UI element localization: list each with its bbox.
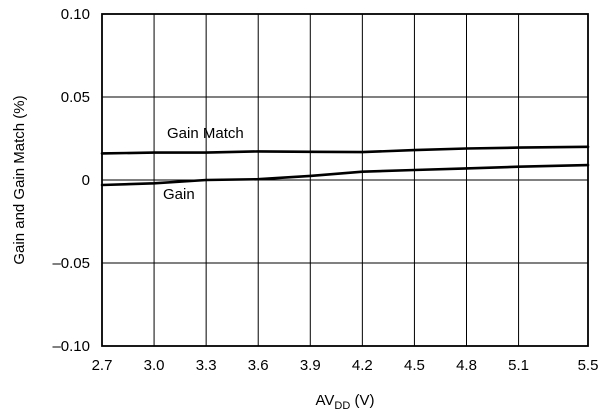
x-tick-label: 2.7 bbox=[92, 357, 113, 374]
grid bbox=[101, 13, 589, 347]
series-label-gain: Gain bbox=[163, 186, 195, 203]
x-tick-label: 3.6 bbox=[248, 357, 269, 374]
x-tick-label: 4.8 bbox=[456, 357, 477, 374]
y-tick-label: –0.05 bbox=[52, 255, 90, 272]
x-tick-label: 3.0 bbox=[144, 357, 165, 374]
y-tick-label: 0.10 bbox=[61, 6, 90, 23]
x-axis-title-unit: (V) bbox=[350, 392, 374, 409]
series-label-gain-match: Gain Match bbox=[167, 125, 244, 142]
x-tick-label: 5.5 bbox=[578, 357, 599, 374]
y-tick-label: –0.10 bbox=[52, 338, 90, 355]
x-axis-title: AVDD (V) bbox=[316, 392, 375, 412]
x-axis-title-subscript: DD bbox=[334, 400, 350, 412]
x-tick-label: 3.9 bbox=[300, 357, 321, 374]
y-tick-label: 0 bbox=[82, 172, 90, 189]
x-tick-label: 5.1 bbox=[508, 357, 529, 374]
x-tick-label: 4.2 bbox=[352, 357, 373, 374]
y-tick-label: 0.05 bbox=[61, 89, 90, 106]
y-axis-title: Gain and Gain Match (%) bbox=[11, 95, 28, 264]
series-line-gain-match bbox=[100, 145, 590, 155]
series-layer bbox=[100, 145, 590, 187]
x-tick-label: 4.5 bbox=[404, 357, 425, 374]
x-axis-title-main: AV bbox=[316, 392, 335, 409]
x-tick-label: 3.3 bbox=[196, 357, 217, 374]
x-tick-labels: 2.7 3.0 3.3 3.6 3.9 4.2 4.5 4.8 5.1 5.5 bbox=[92, 357, 599, 374]
series-line-gain bbox=[100, 163, 590, 187]
y-tick-labels: 0.10 0.05 0 –0.05 –0.10 bbox=[52, 6, 90, 355]
plot-frame bbox=[101, 13, 589, 347]
